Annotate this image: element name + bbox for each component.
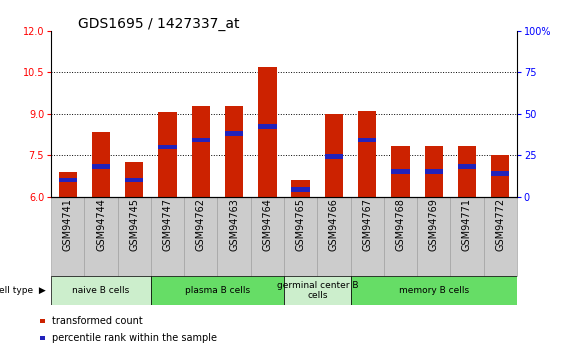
- Text: germinal center B
cells: germinal center B cells: [277, 281, 358, 300]
- Bar: [158, 112, 177, 197]
- Bar: [151, 276, 284, 305]
- Bar: [491, 155, 509, 197]
- Bar: [59, 178, 77, 183]
- Bar: [92, 132, 110, 197]
- Bar: [358, 111, 377, 197]
- Bar: [225, 106, 243, 197]
- Bar: [59, 172, 77, 197]
- Text: GDS1695 / 1427337_at: GDS1695 / 1427337_at: [78, 17, 240, 31]
- Bar: [92, 164, 110, 169]
- Bar: [258, 67, 277, 197]
- Bar: [458, 164, 476, 169]
- Bar: [358, 138, 377, 142]
- Text: transformed count: transformed count: [52, 316, 143, 326]
- Bar: [291, 180, 310, 197]
- Bar: [350, 276, 517, 305]
- Text: memory B cells: memory B cells: [399, 286, 469, 295]
- Text: naive B cells: naive B cells: [72, 286, 130, 295]
- Bar: [125, 162, 144, 197]
- Bar: [284, 276, 350, 305]
- Text: plasma B cells: plasma B cells: [185, 286, 250, 295]
- Bar: [391, 146, 410, 197]
- Bar: [125, 178, 144, 183]
- Bar: [51, 276, 151, 305]
- Text: cell type  ▶: cell type ▶: [0, 286, 45, 295]
- Bar: [291, 187, 310, 192]
- Bar: [424, 169, 443, 174]
- Bar: [191, 106, 210, 197]
- Bar: [325, 114, 343, 197]
- Bar: [424, 146, 443, 197]
- Text: percentile rank within the sample: percentile rank within the sample: [52, 333, 216, 343]
- Bar: [158, 145, 177, 149]
- Bar: [325, 154, 343, 159]
- Bar: [391, 169, 410, 174]
- Bar: [491, 171, 509, 176]
- Bar: [458, 146, 476, 197]
- Bar: [225, 131, 243, 136]
- Bar: [258, 124, 277, 129]
- Bar: [191, 138, 210, 142]
